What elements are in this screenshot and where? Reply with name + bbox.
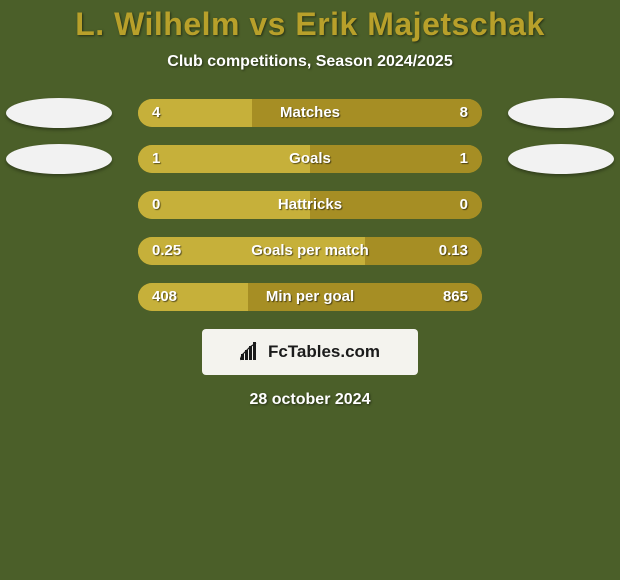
stat-row: 00Hattricks	[0, 191, 620, 219]
stat-bar: 48Matches	[138, 99, 482, 127]
flag-right	[508, 98, 614, 128]
page-title: L. Wilhelm vs Erik Majetschak	[0, 0, 620, 43]
stat-row: 408865Min per goal	[0, 283, 620, 311]
stat-bar-left	[138, 145, 310, 173]
barchart-icon	[240, 342, 262, 362]
source-badge-text: FcTables.com	[268, 342, 380, 362]
stat-row: 48Matches	[0, 99, 620, 127]
stat-bar-right	[310, 191, 482, 219]
source-badge: FcTables.com	[202, 329, 418, 375]
stat-bar-right	[365, 237, 482, 265]
flag-right	[508, 144, 614, 174]
stat-bar: 11Goals	[138, 145, 482, 173]
stat-bar-left	[138, 237, 365, 265]
comparison-infographic: L. Wilhelm vs Erik Majetschak Club compe…	[0, 0, 620, 580]
stat-bar-right	[310, 145, 482, 173]
date-label: 28 october 2024	[0, 391, 620, 409]
stat-bar: 00Hattricks	[138, 191, 482, 219]
subtitle: Club competitions, Season 2024/2025	[0, 53, 620, 71]
stat-bar-left	[138, 99, 252, 127]
stat-rows: 48Matches 11Goals 00Hattricks 0.250.13Goals…	[0, 99, 620, 311]
stat-row: 0.250.13Goals per match	[0, 237, 620, 265]
flag-left	[6, 144, 112, 174]
flag-left	[6, 98, 112, 128]
stat-bar-left	[138, 283, 248, 311]
stat-bar: 408865Min per goal	[138, 283, 482, 311]
stat-bar-left	[138, 191, 310, 219]
stat-bar-right	[248, 283, 482, 311]
stat-bar-right	[252, 99, 482, 127]
stat-bar: 0.250.13Goals per match	[138, 237, 482, 265]
stat-row: 11Goals	[0, 145, 620, 173]
